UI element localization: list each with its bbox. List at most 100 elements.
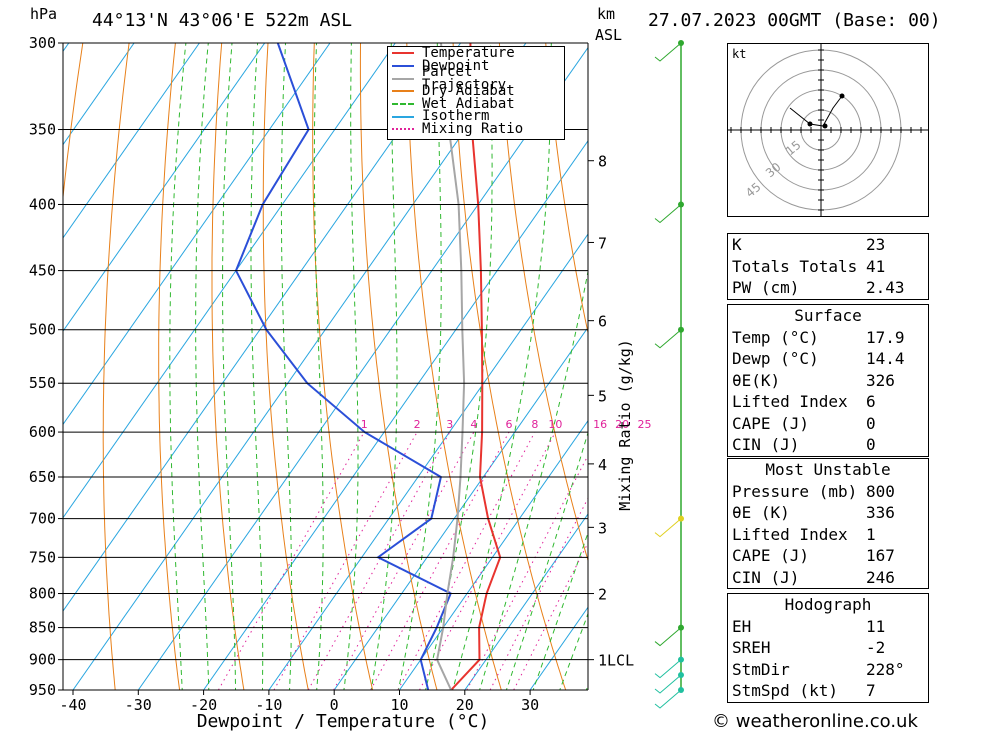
legend-label: Dewpoint [422,57,490,74]
pressure-tick-label: 800 [29,585,56,603]
wet-adiabat-line [532,531,588,690]
pressure-tick-label: 450 [29,262,56,280]
altitude-tick-label: 4 [598,456,607,474]
legend-label: Mixing Ratio [422,121,524,138]
indices-table: K 23 Totals Totals 41 PW (cm) 2.43 [727,233,929,300]
dry-adiabat-line [211,43,245,690]
wet-adiabat-line [250,43,264,690]
hodo-trace-upper [822,95,843,127]
mixing-ratio-label: 2 [414,418,421,431]
wind-barb [654,689,682,709]
altitude-tick-label: 8 [598,153,607,171]
most-unstable-row: Lifted Index 1 [732,524,876,544]
pressure-tick-label: 350 [29,121,56,139]
index-row-k: K 23 [732,235,886,254]
dewpoint-profile [234,43,452,690]
wet-adiabat-line [343,43,359,690]
surface-row: Temp (°C) 17.9 [732,327,905,347]
isotherm-line [63,43,331,426]
isotherm-line [63,43,266,333]
mixing-ratio-label: 3 [446,418,453,431]
hodograph-row: SREH -2 [732,638,886,657]
wet-adiabat-line [195,43,210,690]
pressure-tick-label: 550 [29,374,56,392]
isotherm-line [661,43,720,690]
hodograph-row: StmDir 228° [732,659,905,679]
hodo-ring-label-30: 30 [763,160,784,181]
most-unstable-table: Most Unstable Pressure (mb) 800 θE (K) 336… [727,458,929,589]
hodo-storm-motion [822,123,828,129]
legend-item: Dry Adiabat [388,83,564,100]
wind-barb [654,42,682,62]
mixing-ratio-label: 4 [470,418,477,431]
isotherm-line [464,513,588,690]
altitude-tick-label: 3 [598,519,607,537]
hodo-unit-label: kt [732,47,746,61]
mixing-ratio-line [466,454,588,690]
surface-row: Lifted Index 6 [732,392,876,411]
isotherm-line [595,43,720,690]
index-row-pw: PW (cm) 2.43 [732,278,905,297]
surface-row: θE(K) 326 [732,370,895,390]
dry-adiabat-line [590,24,720,690]
legend-item: Mixing Ratio [388,121,564,138]
chart-legend: Temperature Dewpoint Parcel Trajectory Dry … [387,46,565,140]
wet-adiabat-line [505,431,588,690]
mixing-ratio-line [397,431,536,690]
wet-adiabat-line [452,43,552,690]
wet-adiabat-line [559,612,588,690]
legend-item: Wet Adiabat [388,97,564,111]
wet-adiabat-line [169,43,187,690]
wet-adiabat-line [222,43,237,690]
location-title: 44°13'N 43°06'E 522m ASL [92,10,353,31]
isotherm-line [63,43,135,146]
temperature-tick-label: 30 [521,696,539,714]
altitude-tick-label: 7 [598,234,607,252]
temperature-tick-label: 0 [330,696,339,714]
most-unstable-row: CAPE (J) 167 [732,546,895,565]
wind-barb [654,674,682,694]
mixing-ratio-line [273,431,418,690]
altitude-tick-label: 6 [598,313,607,331]
hodograph-row: StmSpd (kt) 7 [732,681,876,700]
legend-swatch [392,128,414,131]
dry-adiabat-line [262,43,309,690]
pressure-tick-label: 600 [29,423,56,441]
hodo-ring-label-15: 15 [783,138,804,159]
surface-row: CIN (J) 0 [732,435,876,454]
legend-swatch [392,90,414,93]
legend-swatch [392,52,414,55]
copyright-link[interactable]: © weatheronline.co.uk [712,711,918,732]
dry-adiabat-line [158,43,181,690]
wet-adiabat-line [313,43,324,690]
hodograph: kt 15 30 45 [727,39,932,241]
wind-barb [654,659,682,679]
legend-label: Dry Adiabat [422,83,515,100]
temperature-tick-label: 10 [390,696,408,714]
wind-barb [654,518,682,538]
parcel-trajectory-profile [436,43,466,690]
dry-adiabat-line [312,43,374,690]
isotherm-line [72,43,527,690]
legend-label: Parcel Trajectory [421,64,507,93]
altitude-tick-label: 2 [598,586,607,604]
temperature-profile [450,43,502,690]
mixing-ratio-label: 20 [615,418,629,431]
temperature-tick-label: -10 [255,696,282,714]
most-unstable-row: Pressure (mb) 800 [732,481,895,501]
legend-item: Dewpoint [388,57,564,74]
mixing-ratio-label: 25 [638,418,652,431]
dry-adiabat-line [682,24,720,690]
isotherm-line [63,43,462,612]
most-unstable-row: CIN (J) 246 [732,567,895,587]
isotherm-line [137,46,588,690]
temperature-tick-label: -40 [59,696,86,714]
wet-adiabat-line [397,43,442,690]
mixing-ratio-line [489,497,588,690]
isotherm-line [333,326,588,690]
surface-table: Surface Temp (°C) 17.9 Dewp (°C) 14.4 θE(K… [727,304,929,457]
hodo-point [839,93,845,99]
pressure-tick-label: 500 [29,321,56,339]
wet-adiabat-line [479,268,588,690]
wet-adiabat-line [280,43,293,690]
